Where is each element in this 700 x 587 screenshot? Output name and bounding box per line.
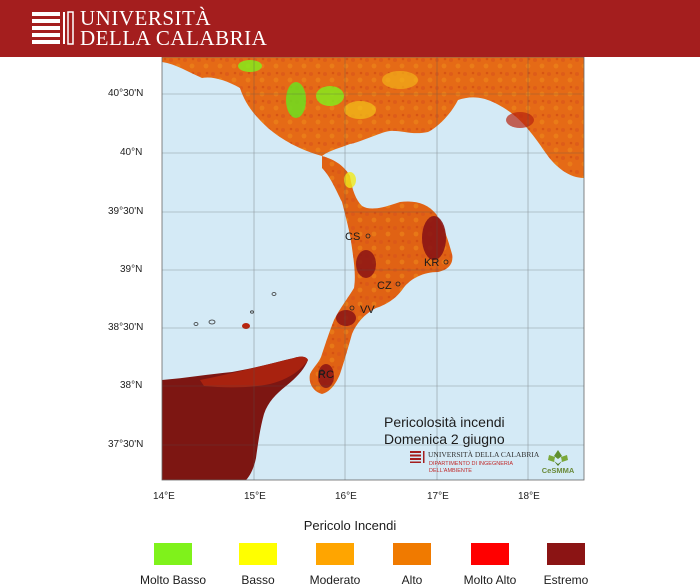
city-marker-rc: [319, 369, 325, 375]
cesmma-logo: CeSMMA: [536, 447, 580, 477]
map-date: Domenica 2 giugno: [384, 431, 505, 447]
city-label-cz: CZ: [377, 280, 392, 292]
legend-label: Moderato: [309, 573, 361, 587]
city-marker-kr: [443, 259, 449, 265]
longitude-label: 17°E: [427, 491, 449, 502]
latitude-label: 40°30'N: [108, 88, 144, 99]
city-label-vv: VV: [360, 304, 375, 316]
legend-label: Basso: [241, 573, 275, 587]
longitude-label: 18°E: [518, 491, 540, 502]
longitude-label: 14°E: [153, 491, 175, 502]
legend-label: Alto: [401, 573, 423, 587]
latitude-label: 38°30'N: [108, 322, 144, 333]
city-label-kr: KR: [424, 257, 439, 269]
legend-swatch: [547, 543, 585, 565]
university-name: UNIVERSITÀ DELLA CALABRIA: [80, 6, 268, 50]
legend-swatch: [154, 543, 192, 565]
island: [242, 323, 250, 329]
credits-department: DIPARTIMENTO DI INGEGNERIA DELL'AMBIENTE: [429, 461, 513, 474]
latitude-label: 39°30'N: [108, 206, 144, 217]
city-label-cs: CS: [345, 231, 360, 243]
university-logo-icon: [32, 11, 74, 45]
legend-label: Molto Basso: [139, 573, 207, 587]
legend-swatch: [471, 543, 509, 565]
latitude-label: 39°N: [120, 264, 143, 275]
city-markers: CS KR CZ VV RC: [318, 231, 449, 381]
low-danger-patch: [286, 82, 306, 118]
legend-label: Molto Alto: [463, 573, 517, 587]
brand-line-2: DELLA CALABRIA: [80, 26, 268, 50]
city-label-rc: RC: [318, 369, 334, 381]
university-mini-logo-icon: [410, 451, 425, 463]
credits-department-line-2: DELL'AMBIENTE: [429, 467, 472, 474]
city-marker-cs: [365, 233, 371, 239]
map-canvas: CS KR CZ VV RC: [161, 56, 585, 481]
latitude-label: 38°N: [120, 380, 143, 391]
header-bar: UNIVERSITÀ DELLA CALABRIA: [0, 0, 700, 57]
land-sicily: [162, 356, 308, 480]
brand-line-1: UNIVERSITÀ: [80, 6, 211, 30]
graticule: [162, 57, 584, 480]
longitude-label: 16°E: [335, 491, 357, 502]
map-title: Pericolosità incendi: [384, 414, 505, 430]
legend-label: Estremo: [543, 573, 589, 587]
leaf-cluster-icon: [548, 450, 568, 466]
legend-title: Pericolo Incendi: [303, 518, 397, 533]
legend-swatch: [393, 543, 431, 565]
cesmma-label: CeSMMA: [541, 466, 575, 475]
city-marker-vv: [349, 305, 355, 311]
legend-swatch: [316, 543, 354, 565]
legend-swatch: [239, 543, 277, 565]
credits-university-name: UNIVERSITÀ DELLA CALABRIA: [428, 450, 540, 459]
credits-department-line-1: DIPARTIMENTO DI INGEGNERIA: [429, 461, 514, 467]
latitude-label: 37°30'N: [108, 439, 144, 450]
latitude-label: 40°N: [120, 147, 143, 158]
fire-danger-map: CS KR CZ VV RC: [0, 56, 700, 507]
longitude-label: 15°E: [244, 491, 266, 502]
city-marker-cz: [395, 281, 401, 287]
